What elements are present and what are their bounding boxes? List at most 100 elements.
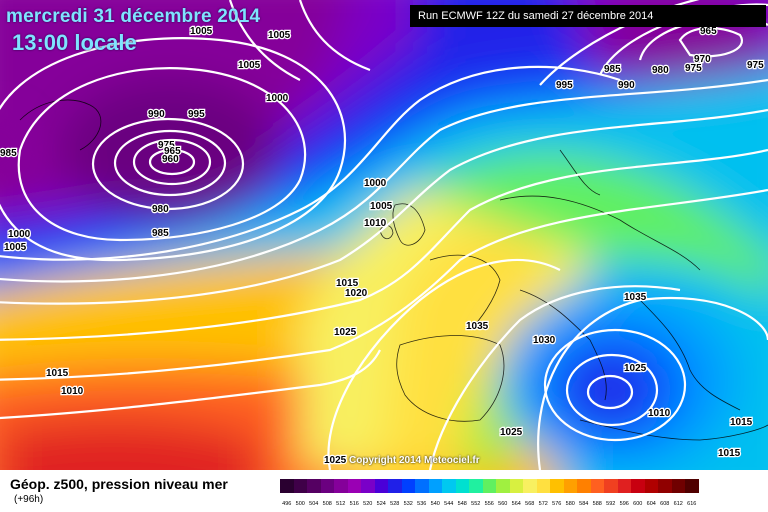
isobar-label: 985 xyxy=(0,148,17,159)
geopotential-field: 1005 1005 1005 1000 990 995 975 985 960 … xyxy=(0,0,768,470)
color-scale-tick: 608 xyxy=(660,501,670,507)
color-scale-tick: 548 xyxy=(457,501,467,507)
color-scale-tick: 600 xyxy=(633,501,643,507)
isobar-label: 1005 xyxy=(4,242,27,253)
copyright-notice: Copyright 2014 Meteociel.fr xyxy=(349,455,480,466)
isobar-label: 965 xyxy=(700,26,717,37)
color-swatch xyxy=(388,479,402,493)
isobar-label: 1035 xyxy=(624,292,647,303)
isobar-label: 980 xyxy=(652,65,669,76)
isobar-label: 1010 xyxy=(648,408,671,419)
color-swatch xyxy=(577,479,591,493)
color-scale-tick: 496 xyxy=(282,501,292,507)
isobar-label: 1000 xyxy=(364,178,387,189)
isobar-label: 1010 xyxy=(364,218,387,229)
color-scale-tick: 500 xyxy=(295,501,305,507)
color-swatch xyxy=(496,479,510,493)
isobar-label: 990 xyxy=(618,80,635,91)
color-scale-tick: 524 xyxy=(376,501,386,507)
isobar-label: 990 xyxy=(148,109,165,120)
isobars xyxy=(0,0,768,470)
isobar-label: 1005 xyxy=(190,26,213,37)
isobar-label: 995 xyxy=(188,109,205,120)
color-swatch xyxy=(428,479,442,493)
color-scale-tick: 544 xyxy=(444,501,454,507)
color-scale-tick: 508 xyxy=(322,501,332,507)
color-swatch xyxy=(563,479,577,493)
color-swatch xyxy=(536,479,550,493)
isobar-label: 1000 xyxy=(8,229,31,240)
color-swatch xyxy=(550,479,564,493)
color-swatch xyxy=(320,479,334,493)
color-swatch xyxy=(347,479,361,493)
isobar-label: 1030 xyxy=(533,335,556,346)
weather-map: 1005 1005 1005 1000 990 995 975 985 960 … xyxy=(0,0,768,470)
color-swatch xyxy=(293,479,307,493)
coastlines xyxy=(19,99,768,441)
forecast-time: 13:00 locale xyxy=(12,30,137,55)
isobar-label: 980 xyxy=(152,204,169,215)
isobar-label: 985 xyxy=(604,64,621,75)
color-swatch xyxy=(415,479,429,493)
color-scale-tick: 552 xyxy=(471,501,481,507)
isobar-label: 1010 xyxy=(61,386,84,397)
color-scale xyxy=(280,479,699,493)
isobar-labels: 1005 1005 1005 1000 990 995 975 985 960 … xyxy=(0,25,765,468)
isobar-label: 1000 xyxy=(266,93,289,104)
color-swatch xyxy=(617,479,631,493)
color-swatch xyxy=(631,479,645,493)
isobar-label: 1035 xyxy=(466,321,489,332)
isobar-label: 985 xyxy=(152,228,169,239)
color-scale-tick: 576 xyxy=(552,501,562,507)
color-swatch xyxy=(374,479,388,493)
color-scale-tick: 560 xyxy=(498,501,508,507)
color-swatch xyxy=(469,479,483,493)
legend-title: Géop. z500, pression niveau mer xyxy=(10,476,228,492)
color-scale-tick: 532 xyxy=(403,501,413,507)
color-swatch xyxy=(604,479,618,493)
color-swatch xyxy=(685,479,699,493)
color-swatch xyxy=(658,479,672,493)
isobar-label: 970 xyxy=(694,54,711,65)
color-swatch xyxy=(280,479,294,493)
color-scale-tick: 528 xyxy=(390,501,400,507)
isobar-label: 1005 xyxy=(268,30,291,41)
isobar-label: 1005 xyxy=(370,201,393,212)
color-swatch xyxy=(307,479,321,493)
color-scale-tick: 596 xyxy=(619,501,629,507)
color-scale-tick: 588 xyxy=(592,501,602,507)
isobar-label: 1025 xyxy=(500,427,523,438)
isobar-label: 1025 xyxy=(624,363,647,374)
isobar-label: 960 xyxy=(162,154,179,165)
color-swatch xyxy=(671,479,685,493)
isobar-label: 975 xyxy=(685,63,702,74)
color-scale-tick: 556 xyxy=(484,501,494,507)
isobar-label: 1015 xyxy=(718,448,741,459)
color-scale-tick: 592 xyxy=(606,501,616,507)
color-scale-tick: 568 xyxy=(525,501,535,507)
model-run-info: Run ECMWF 12Z du samedi 27 décembre 2014 xyxy=(410,5,766,27)
isobar-label: 1025 xyxy=(334,327,357,338)
color-swatch xyxy=(482,479,496,493)
color-scale-tick: 584 xyxy=(579,501,589,507)
color-scale-tick: 612 xyxy=(673,501,683,507)
color-scale-tick: 572 xyxy=(538,501,548,507)
color-scale-tick: 540 xyxy=(430,501,440,507)
color-swatch xyxy=(361,479,375,493)
isobar-label: 1015 xyxy=(730,417,753,428)
color-swatch xyxy=(590,479,604,493)
isobar-label: 975 xyxy=(747,60,764,71)
isobar-label: 1005 xyxy=(238,60,261,71)
color-scale-tick: 616 xyxy=(687,501,697,507)
color-swatch xyxy=(644,479,658,493)
color-scale-tick: 520 xyxy=(363,501,373,507)
isobar-label: 1015 xyxy=(336,278,359,289)
isobar-label: 965 xyxy=(164,146,181,157)
legend-subtitle: (+96h) xyxy=(14,494,44,505)
isobar-label: 1015 xyxy=(46,368,69,379)
forecast-date: mercredi 31 décembre 2014 xyxy=(6,6,261,27)
color-swatch xyxy=(509,479,523,493)
isobar-label: 1025 xyxy=(324,455,347,466)
isobar-label: 975 xyxy=(158,140,175,151)
color-swatch xyxy=(401,479,415,493)
